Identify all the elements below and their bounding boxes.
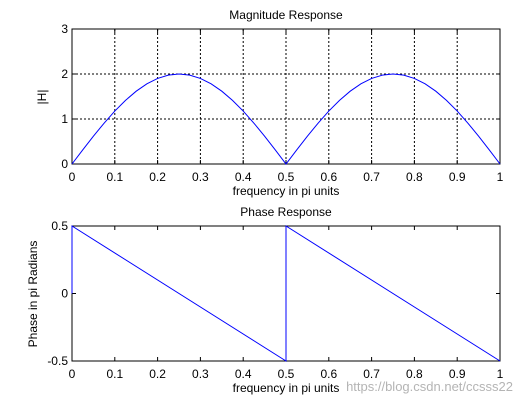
phase-x-tick-label: 1 bbox=[497, 367, 504, 381]
magnitude-x-tick-label: 0.9 bbox=[449, 170, 466, 184]
phase-x-tick-label: 0.3 bbox=[192, 367, 209, 381]
phase-y-tick-label: -0.5 bbox=[47, 354, 68, 368]
magnitude-title: Magnitude Response bbox=[229, 8, 343, 22]
phase-x-tick-label: 0.1 bbox=[106, 367, 123, 381]
magnitude-ylabel: |H| bbox=[35, 90, 49, 105]
magnitude-x-tick-label: 1 bbox=[497, 170, 504, 184]
magnitude-y-tick-label: 0 bbox=[61, 157, 68, 171]
phase-y-tick-label: 0 bbox=[61, 287, 68, 301]
phase-x-tick-label: 0.9 bbox=[449, 367, 466, 381]
phase-x-tick-label: 0.6 bbox=[320, 367, 337, 381]
phase-x-tick-label: 0.7 bbox=[363, 367, 380, 381]
phase-plot: Phase Response frequency in pi units Pha… bbox=[26, 205, 504, 395]
phase-x-tick-label: 0.5 bbox=[278, 367, 295, 381]
magnitude-x-tick-label: 0 bbox=[69, 170, 76, 184]
phase-xlabel: frequency in pi units bbox=[233, 381, 340, 395]
magnitude-x-tick-label: 0.8 bbox=[406, 170, 423, 184]
magnitude-x-tick-label: 0.1 bbox=[106, 170, 123, 184]
phase-series-line bbox=[71, 225, 501, 362]
magnitude-y-tick-label: 1 bbox=[61, 112, 68, 126]
magnitude-y-tick-label: 2 bbox=[61, 67, 68, 81]
phase-ylabel: Phase in pi Radians bbox=[26, 241, 40, 348]
watermark: https://blog.csdn.net/ccsss22 bbox=[346, 379, 513, 394]
phase-x-tick-label: 0.2 bbox=[149, 367, 166, 381]
phase-title: Phase Response bbox=[240, 205, 332, 219]
magnitude-xlabel: frequency in pi units bbox=[233, 184, 340, 198]
magnitude-y-tick-label: 3 bbox=[61, 22, 68, 36]
magnitude-x-tick-label: 0.3 bbox=[192, 170, 209, 184]
magnitude-x-tick-label: 0.4 bbox=[235, 170, 252, 184]
magnitude-plot: Magnitude Response frequency in pi units… bbox=[35, 8, 504, 198]
magnitude-x-tick-label: 0.2 bbox=[149, 170, 166, 184]
magnitude-x-tick-label: 0.5 bbox=[278, 170, 295, 184]
magnitude-x-tick-label: 0.6 bbox=[320, 170, 337, 184]
phase-x-tick-label: 0.8 bbox=[406, 367, 423, 381]
magnitude-x-tick-label: 0.7 bbox=[363, 170, 380, 184]
phase-y-tick-label: 0.5 bbox=[51, 219, 68, 233]
phase-x-tick-label: 0.4 bbox=[235, 367, 252, 381]
magnitude-series-line bbox=[71, 73, 501, 165]
phase-x-tick-label: 0 bbox=[69, 367, 76, 381]
